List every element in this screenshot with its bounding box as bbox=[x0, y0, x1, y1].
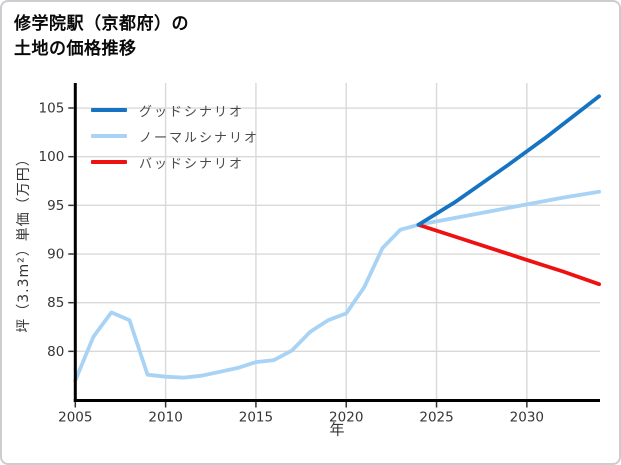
y-tick-label: 90 bbox=[47, 247, 64, 263]
x-tick-label: 2015 bbox=[239, 410, 273, 426]
x-tick-label: 2020 bbox=[329, 410, 363, 426]
chart-title-line-1: 修学院駅（京都府）の bbox=[14, 14, 189, 34]
y-axis-label: 坪（3.3m²）単価（万円） bbox=[16, 151, 32, 333]
chart-legend: グッドシナリオ ノーマルシナリオ バッドシナリオ bbox=[91, 97, 259, 175]
legend-label-bad-scenario: バッドシナリオ bbox=[139, 156, 245, 172]
legend-item-good-scenario: グッドシナリオ bbox=[91, 97, 259, 123]
legend-item-normal-scenario: ノーマルシナリオ bbox=[91, 123, 259, 149]
x-tick-label: 2010 bbox=[148, 410, 182, 426]
series-line-2 bbox=[416, 222, 601, 287]
chart-title-line-2: 土地の価格推移 bbox=[14, 38, 137, 59]
y-tick-label: 100 bbox=[39, 149, 65, 165]
x-tick-label: 2005 bbox=[58, 410, 92, 426]
series-line-1 bbox=[73, 189, 601, 383]
x-tick-label: 2030 bbox=[510, 410, 544, 426]
legend-label-normal-scenario: ノーマルシナリオ bbox=[139, 130, 260, 146]
legend-item-bad-scenario: バッドシナリオ bbox=[91, 149, 259, 175]
y-tick-label: 80 bbox=[47, 344, 64, 360]
y-tick-label: 95 bbox=[47, 198, 64, 214]
chart-title: 修学院駅（京都府）の 土地の価格推移 bbox=[14, 12, 189, 61]
bad-scenario-line-swatch bbox=[91, 160, 127, 164]
good-scenario-line-swatch bbox=[91, 108, 127, 112]
normal-scenario-line-swatch bbox=[91, 134, 127, 138]
y-tick-label: 85 bbox=[47, 295, 64, 311]
legend-label-good-scenario: グッドシナリオ bbox=[139, 104, 245, 120]
x-tick-label: 2025 bbox=[419, 410, 453, 426]
x-axis-label: 年 bbox=[329, 420, 345, 439]
series-line-0 bbox=[416, 94, 601, 227]
y-tick-label: 105 bbox=[39, 101, 65, 117]
